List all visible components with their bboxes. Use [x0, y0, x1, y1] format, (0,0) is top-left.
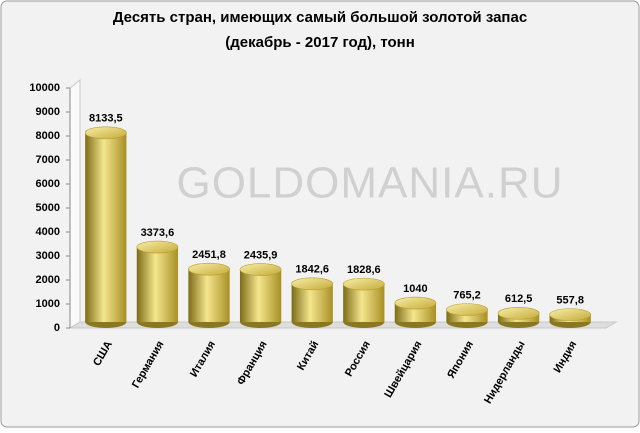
y-tick-label: 1000 — [36, 298, 60, 310]
bar — [343, 284, 385, 322]
y-tick-label: 6000 — [36, 178, 60, 190]
value-label: 1842,6 — [295, 264, 329, 276]
bar-cap — [446, 303, 488, 316]
bar-cap — [291, 277, 334, 291]
bar — [136, 247, 179, 322]
value-label: 765,2 — [453, 290, 481, 302]
value-label: 612,5 — [505, 293, 533, 305]
bar — [85, 132, 127, 322]
watermark: GOLDOMANIA.RU — [176, 159, 563, 208]
y-tick-label: 9000 — [36, 106, 60, 118]
side-wall — [69, 78, 81, 329]
y-tick-label: 0 — [54, 322, 60, 334]
y-tick-label: 8000 — [36, 130, 60, 142]
chart-title: Десять стран, имеющих самый большой золо… — [113, 9, 527, 26]
y-tick-label: 3000 — [36, 250, 60, 262]
value-label: 1828,6 — [347, 264, 381, 276]
y-tick-label: 4000 — [36, 226, 60, 238]
bar-cap — [188, 262, 230, 276]
y-tick-label: 2000 — [36, 274, 60, 286]
bar — [188, 269, 230, 322]
value-label: 1040 — [403, 283, 427, 295]
bar-cap — [394, 296, 437, 310]
value-label: 2451,8 — [192, 249, 226, 261]
bar-cap — [549, 308, 592, 321]
value-label: 3373,6 — [141, 227, 175, 239]
bar — [291, 283, 333, 322]
value-label: 2435,9 — [244, 249, 278, 261]
bar-cap — [239, 263, 282, 276]
value-label: 8133,5 — [89, 113, 123, 125]
y-tick-label: 5000 — [36, 202, 60, 214]
bar-cap — [136, 240, 179, 254]
bar-cap — [497, 306, 540, 320]
bar-cap — [342, 277, 385, 291]
bar — [239, 269, 282, 322]
y-tick-label: 7000 — [36, 154, 60, 166]
y-tick-label: 10000 — [29, 82, 60, 94]
bar-cap — [84, 126, 127, 140]
value-label: 557,8 — [556, 295, 584, 307]
chart-title: (декабрь - 2017 год), тонн — [225, 34, 415, 51]
